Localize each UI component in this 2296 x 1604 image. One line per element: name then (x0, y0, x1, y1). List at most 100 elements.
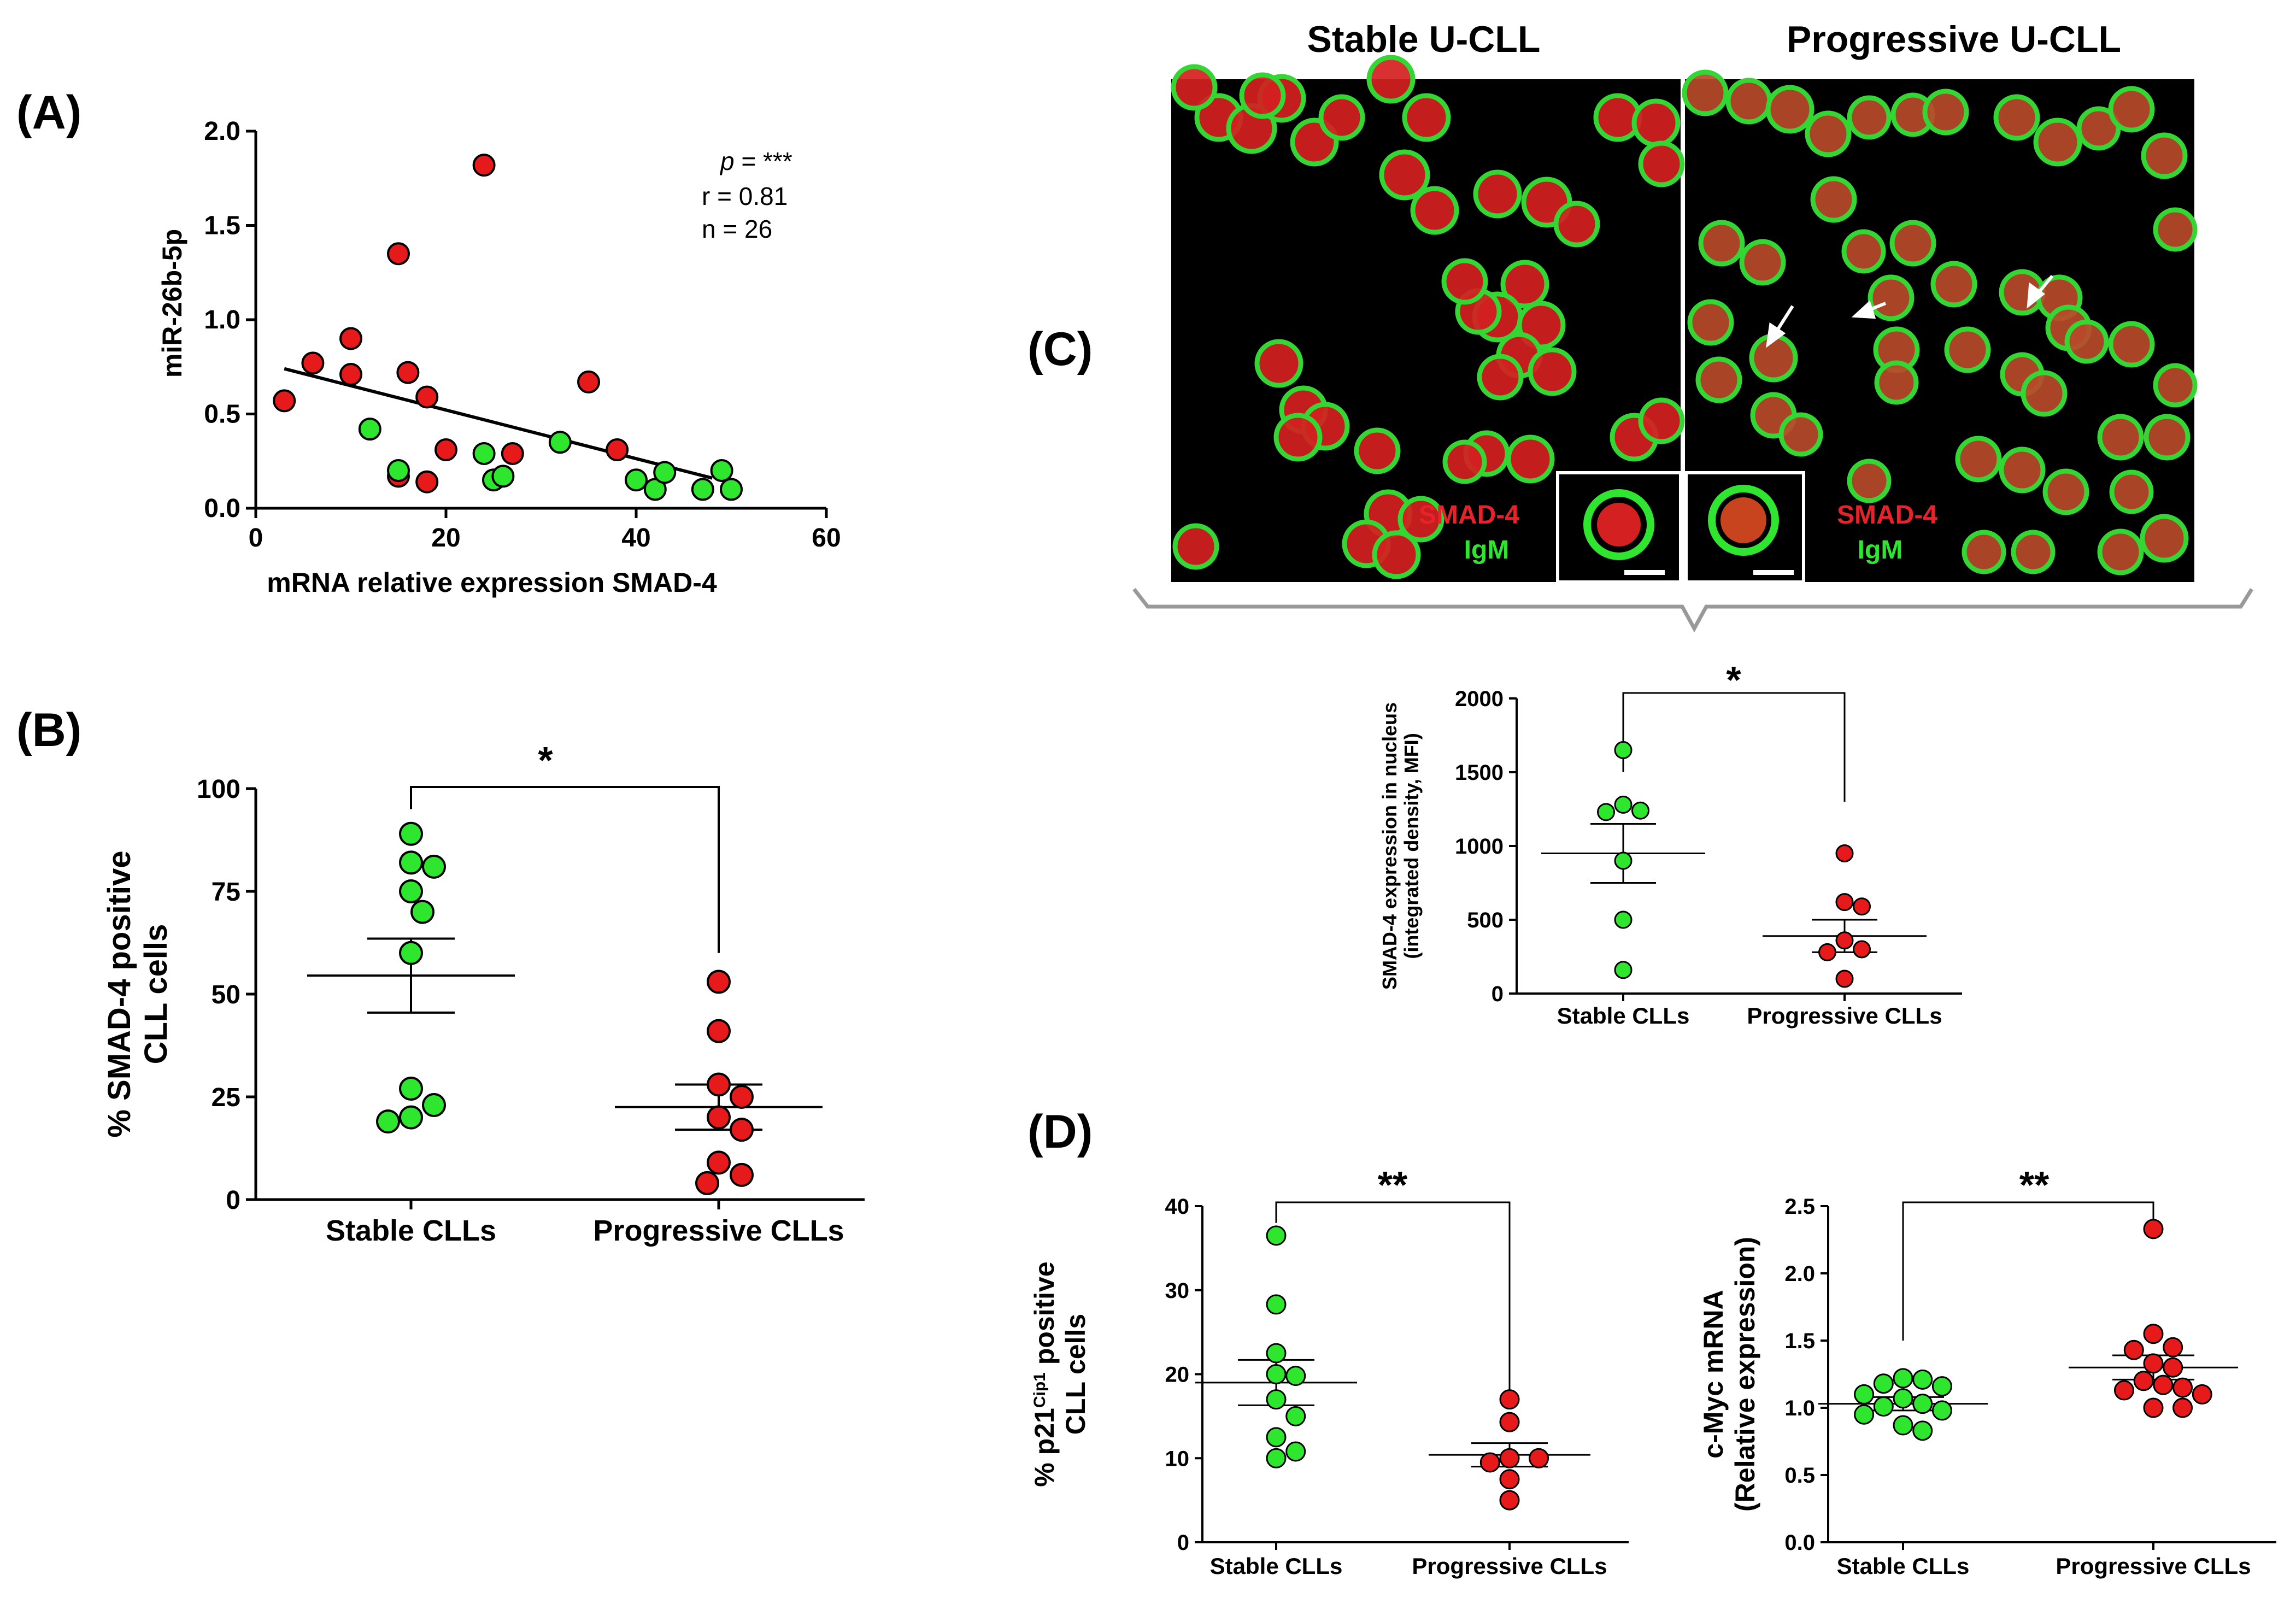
cell-body (1641, 143, 1682, 185)
stable-data-point (653, 461, 677, 484)
significance-bracket (410, 786, 720, 953)
cell-body (1405, 96, 1448, 139)
cell-membrane (2141, 132, 2188, 179)
cell-body (1444, 261, 1485, 302)
progressive-data-point (472, 154, 496, 177)
cell-body (1369, 57, 1413, 101)
progressive-data-point (1499, 1469, 1520, 1490)
cell-body (2045, 471, 2087, 513)
cell-body (1947, 329, 1988, 371)
progressive-data-point (1499, 1389, 1520, 1410)
progressive-data-point (339, 363, 362, 386)
stable-data-point (1912, 1394, 1933, 1414)
arrow-icon (2027, 275, 2054, 309)
stable-data-point (548, 431, 572, 454)
stable-data-point (1266, 1343, 1287, 1364)
panel-d: (D) 0 10 20 30 40 Stable CLLs Progressive CLLs… (1027, 1106, 2276, 1579)
cell-body (1728, 80, 1770, 122)
stable-data-point (1854, 1384, 1875, 1405)
inset-cell-stable (1583, 489, 1654, 560)
stable-data-point (625, 468, 648, 492)
cell-membrane (2042, 468, 2089, 515)
cell-body (1701, 222, 1742, 264)
progressive-data-point (2123, 1339, 2144, 1360)
cell-body (2156, 210, 2195, 249)
y-tick-label: 1500 (1455, 761, 1504, 785)
stable-data-point (1614, 741, 1633, 759)
cell-membrane (2140, 514, 2189, 563)
chart-b-dotplot: 0 25 50 75 100 Stable CLLs Progressive CLLs % S… (102, 775, 865, 1247)
cell-body (1175, 526, 1217, 567)
cell-membrane (1506, 434, 1555, 484)
cell-body (1684, 72, 1726, 114)
cell-body (1933, 263, 1975, 305)
cell-body (2112, 472, 2151, 512)
stable-data-point (1285, 1441, 1306, 1462)
progressive-data-point (1853, 897, 1871, 916)
significance-bracket (1902, 1201, 2154, 1341)
x-category-label: Stable CLLs (1557, 1003, 1690, 1029)
cell-membrane (1397, 496, 1444, 543)
cell-body (2144, 135, 2185, 177)
progressive-data-point (2113, 1380, 2134, 1401)
cell-body (1742, 242, 1783, 283)
stable-data-point (399, 850, 423, 875)
cell-body (1698, 359, 1740, 401)
progressive-data-point (1835, 931, 1854, 950)
y-tick-label: 1.0 (1784, 1396, 1815, 1420)
stain-label-igm-progressive: IgM (1858, 536, 1903, 565)
cell-membrane (1354, 427, 1401, 474)
x-tick-label: 20 (431, 524, 460, 553)
cell-membrane (1841, 229, 1886, 274)
cell-body (1400, 498, 1442, 540)
stable-data-point (1893, 1415, 1913, 1436)
y-tick-label: 1.5 (204, 211, 240, 240)
trendline (284, 367, 713, 480)
stable-data-point (399, 821, 423, 846)
x-category-label: Progressive CLLs (1747, 1003, 1942, 1029)
cell-body (1503, 262, 1547, 306)
chart-d-cmyc-dotplot: 0.0 0.5 1.0 1.5 2.0 2.5 Stable CLLs Progressive… (1698, 1195, 2276, 1579)
y-tick-label: 0.5 (204, 400, 240, 429)
stable-data-point (710, 459, 733, 482)
cell-membrane (1944, 326, 1991, 373)
y-tick-label: 1.0 (204, 305, 240, 334)
cell-body (2156, 366, 2195, 405)
stable-data-point (472, 442, 496, 465)
progressive-data-point (2143, 1219, 2164, 1239)
cell-body (1925, 91, 1966, 133)
progressive-data-point (707, 1150, 731, 1175)
cell-membrane (1638, 140, 1685, 187)
stable-data-point (1266, 1448, 1287, 1468)
cell-membrane (2064, 319, 2109, 364)
significance-marker-d-left: ** (1378, 1164, 1408, 1206)
cell-body (1849, 461, 1889, 501)
progressive-data-point (2172, 1397, 2193, 1418)
cell-body (1964, 532, 2004, 572)
cell-membrane (2108, 86, 2155, 133)
stable-data-point (410, 900, 434, 924)
cell-membrane (1172, 523, 1219, 570)
stain-label-igm-stable: IgM (1464, 536, 1510, 565)
stable-data-point (1266, 1427, 1287, 1448)
progressive-data-point (1853, 940, 1871, 959)
cell-membrane (1528, 347, 1577, 396)
cell-membrane (1638, 397, 1685, 444)
cell-membrane (1402, 93, 1451, 142)
stain-label-smad4-progressive: SMAD-4 (1837, 501, 1937, 530)
progressive-data-point (707, 1019, 731, 1043)
cell-body (1357, 430, 1398, 472)
progressive-data-point (1499, 1490, 1520, 1511)
stable-data-point (1266, 1389, 1287, 1410)
stable-data-point (1893, 1368, 1913, 1389)
cell-membrane (1290, 117, 1339, 167)
stable-data-point (376, 1109, 400, 1134)
cell-body (2100, 416, 2141, 458)
stable-data-point (1266, 1225, 1287, 1246)
cell-body (2142, 516, 2186, 560)
progressive-data-point (273, 389, 296, 413)
progressive-data-point (301, 351, 325, 375)
cell-membrane (1999, 446, 2046, 493)
cell-membrane (1847, 459, 1892, 503)
progressive-data-point (1818, 943, 1836, 961)
